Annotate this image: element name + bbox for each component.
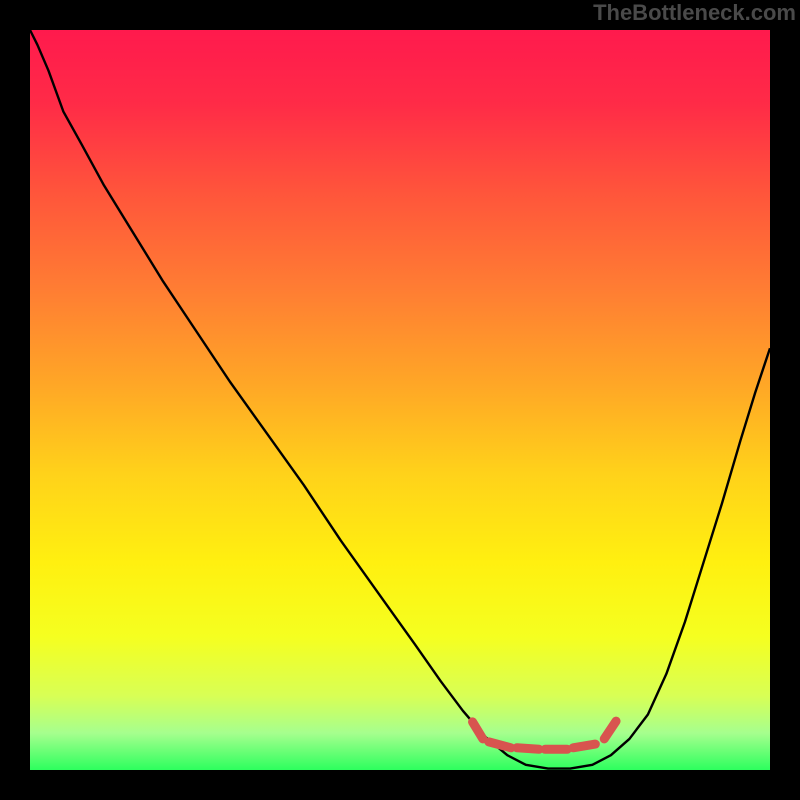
bottleneck-curve <box>30 30 770 769</box>
curve-layer <box>30 30 770 770</box>
bottom-marker <box>489 742 511 748</box>
watermark-text: TheBottleneck.com <box>593 0 796 26</box>
bottom-marker <box>604 721 616 739</box>
plot-area <box>30 30 770 770</box>
chart-frame: TheBottleneck.com <box>0 0 800 800</box>
bottom-marker <box>473 722 483 739</box>
bottom-marker <box>517 748 539 749</box>
bottom-marker <box>573 744 595 748</box>
